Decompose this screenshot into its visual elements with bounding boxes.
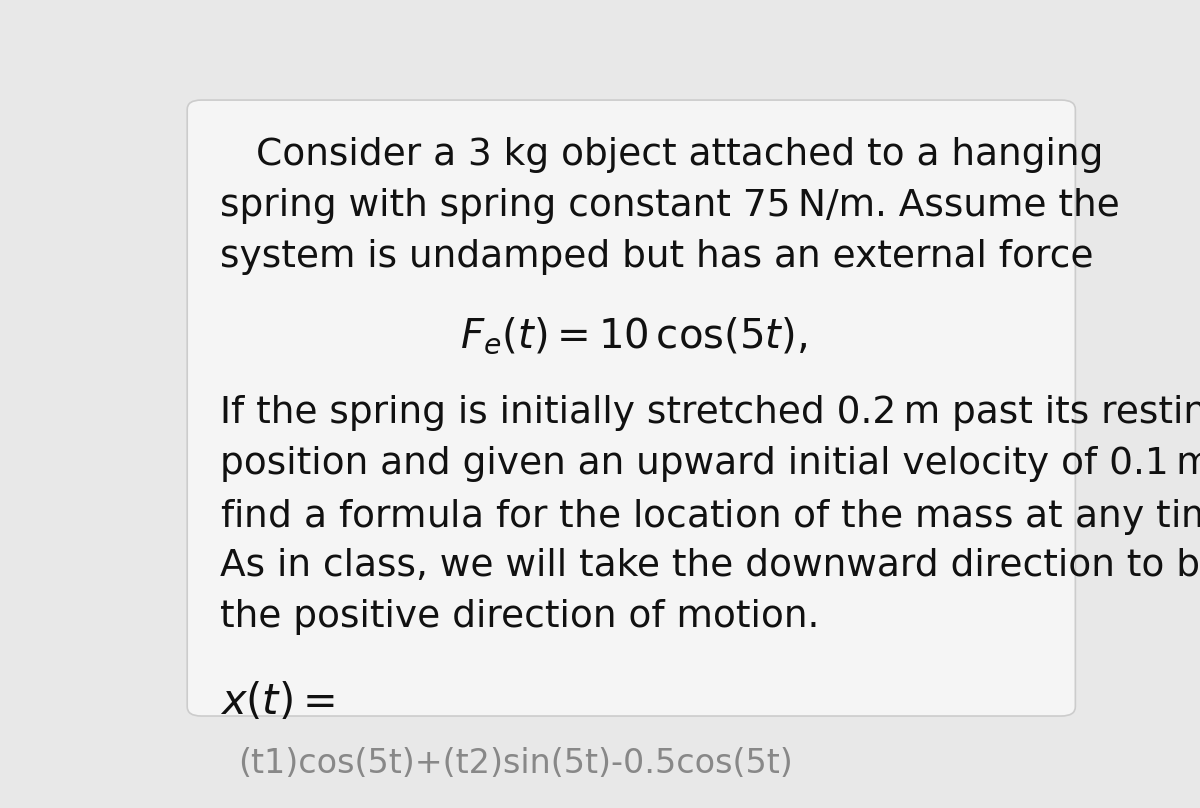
Text: find a formula for the location of the mass at any time $t$.: find a formula for the location of the m… — [220, 497, 1200, 537]
Text: If the spring is initially stretched 0.2 m past its resting: If the spring is initially stretched 0.2… — [220, 395, 1200, 431]
Text: Consider a 3 kg object attached to a hanging: Consider a 3 kg object attached to a han… — [257, 137, 1104, 174]
Text: spring with spring constant 75 N/m. Assume the: spring with spring constant 75 N/m. Assu… — [220, 188, 1120, 225]
Text: the positive direction of motion.: the positive direction of motion. — [220, 599, 820, 635]
FancyBboxPatch shape — [204, 720, 1016, 806]
Text: $F_e(t) = 10\,\cos(5t),$: $F_e(t) = 10\,\cos(5t),$ — [460, 316, 808, 357]
Text: position and given an upward initial velocity of 0.1 m/s,: position and given an upward initial vel… — [220, 446, 1200, 482]
Text: system is undamped but has an external force: system is undamped but has an external f… — [220, 239, 1093, 276]
FancyBboxPatch shape — [187, 100, 1075, 716]
Text: $x(t) =$: $x(t) =$ — [220, 680, 335, 722]
Text: As in class, we will take the downward direction to be: As in class, we will take the downward d… — [220, 548, 1200, 584]
Text: (t1)cos(5t)+(t2)sin(5t)-0.5cos(5t): (t1)cos(5t)+(t2)sin(5t)-0.5cos(5t) — [239, 747, 793, 780]
